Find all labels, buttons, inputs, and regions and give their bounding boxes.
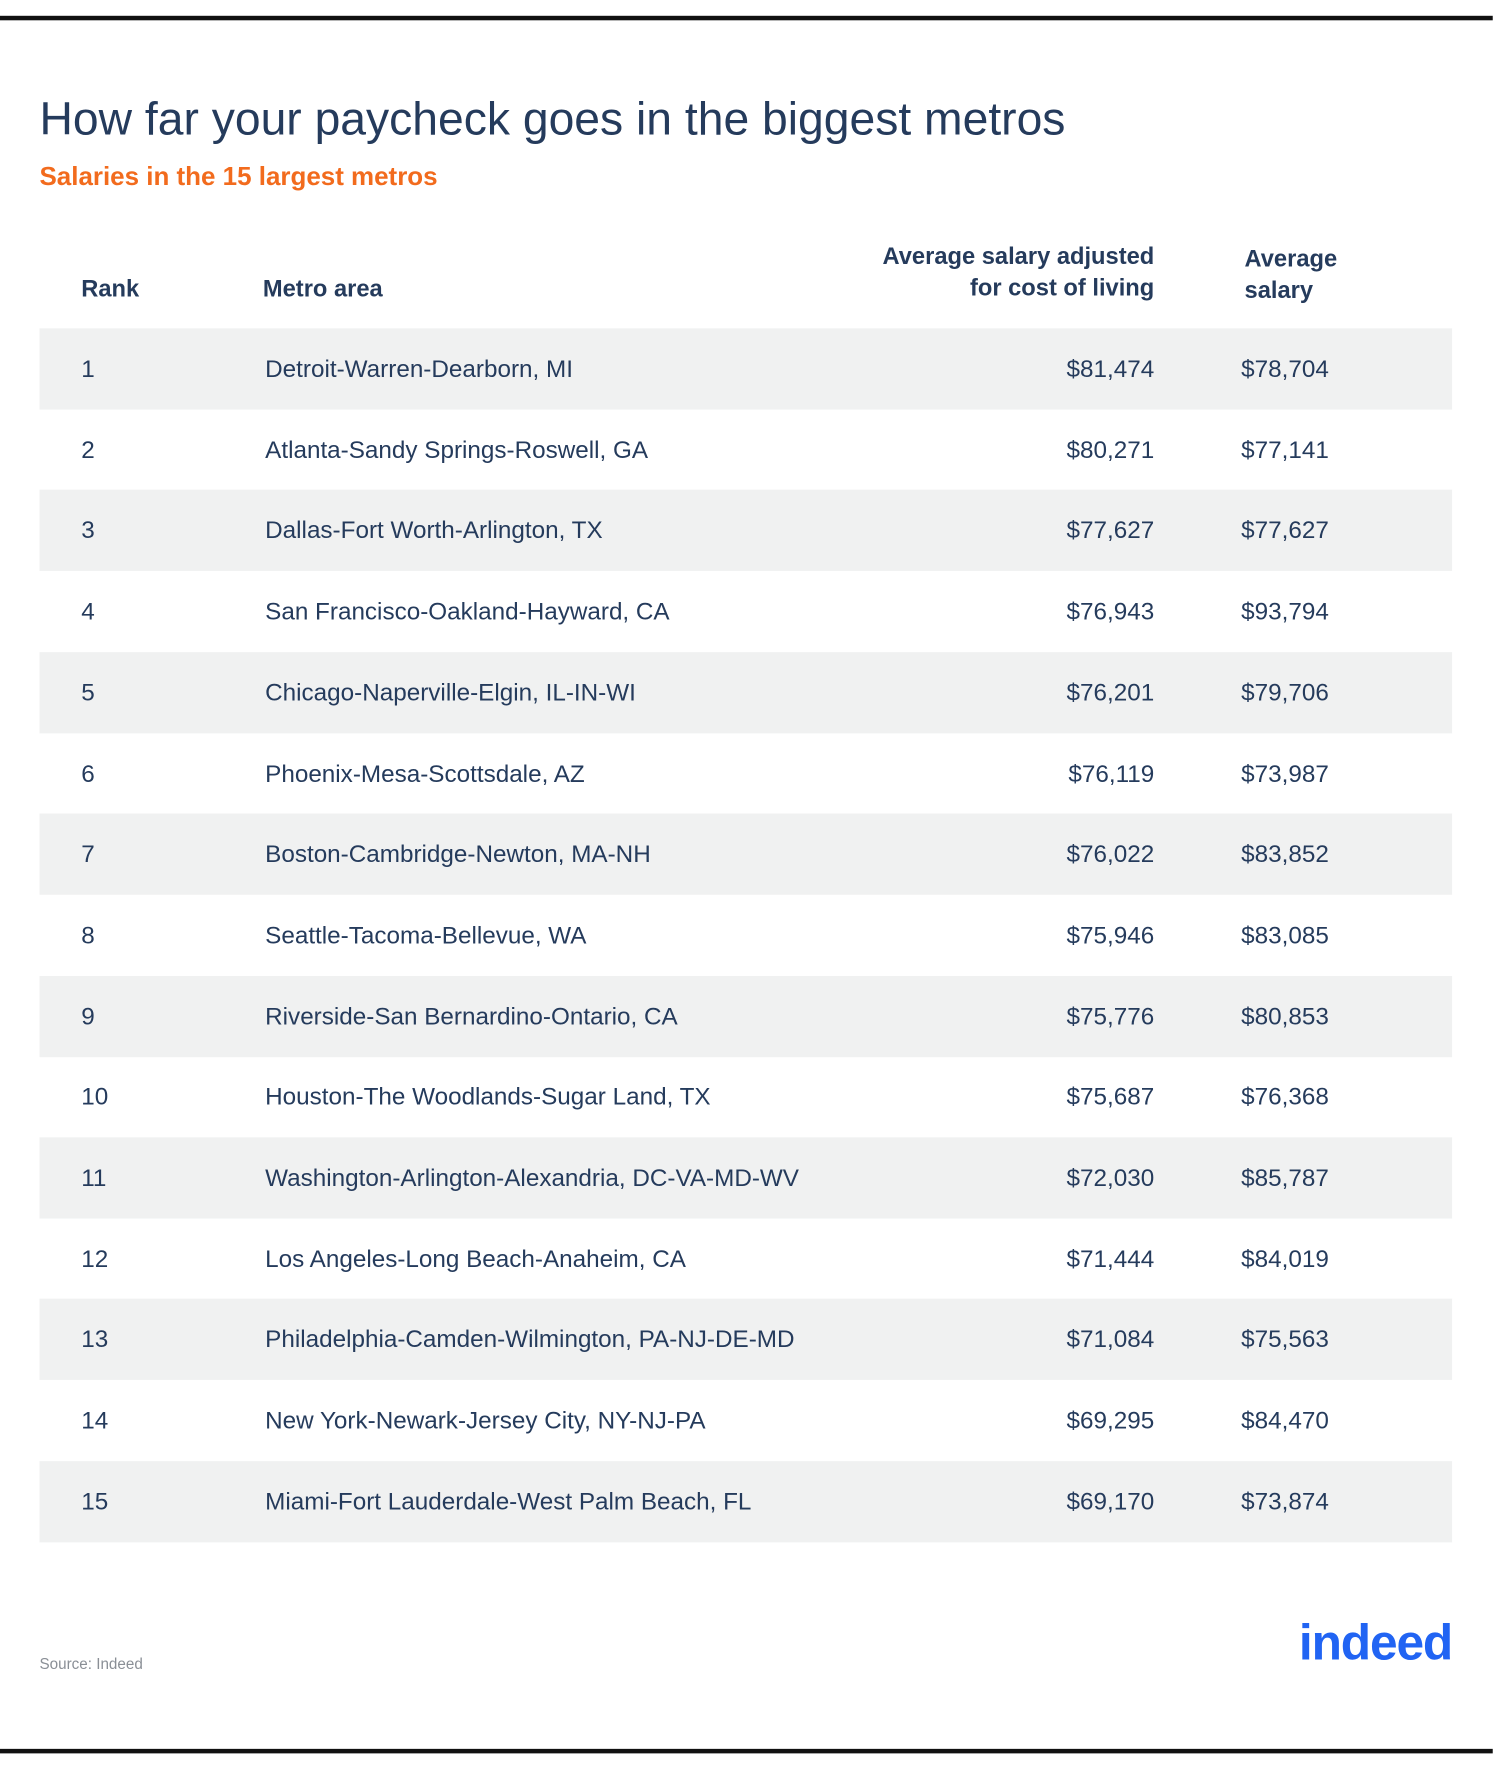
table-row: 5 Chicago-Naperville-Elgin, IL-IN-WI $76,2…: [39, 651, 1453, 734]
rank: 11: [81, 1164, 107, 1192]
column-header: Average salary adjusted for cost of livi…: [882, 243, 1155, 302]
average-salary: $93,794: [1241, 598, 1329, 626]
rank: 7: [81, 840, 95, 868]
adjusted-salary: $75,687: [1066, 1083, 1155, 1111]
table-row: 8 Seattle-Tacoma-Bellevue, WA $75,946 $83,0…: [39, 895, 1452, 976]
metro-area: Boston-Cambridge-Newton, MA-NH: [265, 840, 651, 868]
title: How far your paycheck goes in the bigges…: [39, 92, 1066, 145]
metro-area: New York-Newark-Jersey City, NY-NJ-PA: [265, 1407, 706, 1435]
bottom-rule: [0, 1748, 1493, 1754]
column-header: Rank: [81, 276, 140, 303]
adjusted-salary: $76,022: [1066, 840, 1155, 868]
rank: 6: [81, 759, 95, 787]
average-salary: $73,987: [1241, 759, 1329, 787]
metro-area: Riverside-San Bernardino-Ontario, CA: [265, 1002, 678, 1030]
metro-area: Phoenix-Mesa-Scottsdale, AZ: [265, 759, 585, 787]
subtitle: Salaries in the 15 largest metros: [39, 161, 438, 191]
average-salary: $83,085: [1241, 921, 1329, 949]
average-salary: $83,852: [1241, 840, 1329, 868]
table-row: 13 Philadelphia-Camden-Wilmington, PA-NJ-…: [39, 1299, 1453, 1381]
rank: 3: [81, 517, 95, 545]
table-row: 14 New York-Newark-Jersey City, NY-NJ-PA $…: [39, 1380, 1452, 1461]
top-rule: [0, 15, 1493, 21]
rank: 14: [81, 1407, 109, 1435]
rank: 10: [81, 1083, 109, 1111]
metro-area: Atlanta-Sandy Springs-Roswell, GA: [265, 436, 649, 464]
table-row: 6 Phoenix-Mesa-Scottsdale, AZ $76,119 $73,9…: [39, 733, 1452, 814]
table-row: 9 Riverside-San Bernardino-Ontario, CA $75…: [39, 975, 1453, 1057]
metro-area: Chicago-Naperville-Elgin, IL-IN-WI: [265, 679, 636, 707]
average-salary: $77,627: [1241, 517, 1329, 545]
rank: 1: [81, 355, 95, 383]
adjusted-salary: $72,030: [1066, 1164, 1155, 1192]
average-salary: $77,141: [1241, 436, 1329, 464]
rank: 15: [81, 1487, 109, 1516]
metro-area: Washington-Arlington-Alexandria, DC-VA-M…: [265, 1164, 799, 1192]
average-salary: $84,470: [1241, 1407, 1329, 1435]
adjusted-salary: $80,271: [1066, 436, 1155, 464]
table-row: 4 San Francisco-Oakland-Hayward, CA $76,94…: [39, 571, 1452, 652]
adjusted-salary: $76,201: [1066, 679, 1155, 707]
table-row: 15 Miami-Fort Lauderdale-West Palm Beach,…: [39, 1460, 1453, 1543]
metro-area: Los Angeles-Long Beach-Anaheim, CA: [265, 1245, 686, 1273]
metro-area: Dallas-Fort Worth-Arlington, TX: [265, 517, 603, 545]
adjusted-salary: $69,295: [1066, 1407, 1155, 1435]
average-salary: $85,787: [1241, 1164, 1329, 1192]
metro-area: Detroit-Warren-Dearborn, MI: [265, 355, 573, 383]
metro-area: San Francisco-Oakland-Hayward, CA: [265, 598, 670, 626]
adjusted-salary: $71,444: [1066, 1245, 1155, 1273]
table-row: 1 Detroit-Warren-Dearborn, MI $81,474 $78,7…: [39, 328, 1453, 410]
average-salary: $75,563: [1241, 1326, 1329, 1354]
table-row: 10 Houston-The Woodlands-Sugar Land, TX $7…: [39, 1056, 1452, 1137]
average-salary: $78,704: [1241, 355, 1329, 383]
table-row: 7 Boston-Cambridge-Newton, MA-NH $76,022 $8…: [39, 813, 1453, 895]
adjusted-salary: $77,627: [1066, 517, 1155, 545]
metro-area: Seattle-Tacoma-Bellevue, WA: [265, 921, 587, 949]
metro-area: Philadelphia-Camden-Wilmington, PA-NJ-DE…: [265, 1326, 795, 1354]
rank: 12: [81, 1245, 109, 1273]
table-row: 2 Atlanta-Sandy Springs-Roswell, GA $80,27…: [39, 409, 1452, 490]
table-row: 11 Washington-Arlington-Alexandria, DC-VA…: [39, 1137, 1453, 1219]
adjusted-salary: $75,946: [1066, 921, 1155, 949]
column-header: Metro area: [262, 276, 383, 303]
adjusted-salary: $76,119: [1068, 759, 1155, 787]
rank: 8: [81, 921, 95, 949]
rank: 5: [81, 679, 95, 707]
average-salary: $84,019: [1241, 1245, 1329, 1273]
table-row: 3 Dallas-Fort Worth-Arlington, TX $77,627 $…: [39, 490, 1453, 572]
rank: 13: [81, 1326, 109, 1354]
average-salary: $76,368: [1241, 1083, 1329, 1111]
table-row: 12 Los Angeles-Long Beach-Anaheim, CA $71,…: [39, 1218, 1452, 1299]
adjusted-salary: $75,776: [1066, 1002, 1155, 1030]
average-salary: $80,853: [1241, 1002, 1329, 1030]
rank: 4: [81, 598, 95, 626]
metro-area: Miami-Fort Lauderdale-West Palm Beach, F…: [265, 1487, 752, 1516]
average-salary: $79,706: [1241, 679, 1329, 707]
adjusted-salary: $76,943: [1066, 598, 1155, 626]
average-salary: $73,874: [1241, 1487, 1329, 1516]
adjusted-salary: $69,170: [1066, 1487, 1155, 1516]
metro-area: Houston-The Woodlands-Sugar Land, TX: [265, 1083, 711, 1111]
adjusted-salary: $81,474: [1066, 355, 1155, 383]
column-header: Average salary: [1244, 245, 1338, 304]
rank: 9: [81, 1002, 95, 1030]
rank: 2: [81, 436, 95, 464]
adjusted-salary: $71,084: [1066, 1326, 1155, 1354]
logo: indeed: [1298, 1615, 1453, 1672]
source: Source: Indeed: [39, 1655, 143, 1673]
